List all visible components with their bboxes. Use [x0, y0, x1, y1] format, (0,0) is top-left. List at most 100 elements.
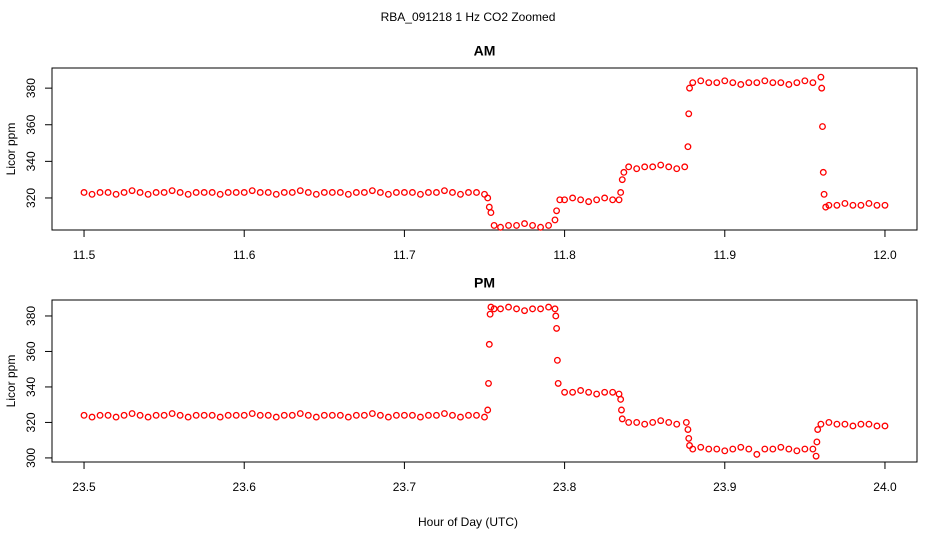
point [224, 189, 232, 196]
point [761, 445, 769, 453]
point [685, 110, 693, 118]
point [128, 187, 136, 195]
point [485, 340, 493, 348]
point [556, 196, 564, 204]
point [793, 447, 801, 455]
point [601, 194, 609, 202]
point [497, 223, 504, 231]
figure-title: RBA_091218 1 Hz CO2 Zoomed [381, 10, 556, 24]
point [449, 189, 456, 196]
x-tick-label: 12.0 [873, 248, 897, 262]
point [561, 388, 569, 396]
point [232, 189, 240, 196]
point [857, 420, 865, 428]
point [497, 305, 504, 313]
panel-title: AM [474, 43, 496, 59]
point [601, 388, 609, 396]
y-tick-label: 300 [24, 448, 38, 468]
point [529, 221, 537, 229]
point [819, 123, 826, 131]
point [521, 307, 528, 315]
point [513, 305, 520, 313]
point [160, 411, 168, 419]
point [360, 189, 368, 196]
point [785, 445, 793, 453]
y-axis-label: Licor ppm [4, 123, 18, 176]
point [809, 79, 817, 87]
x-tick-label: 23.6 [233, 480, 257, 494]
point [408, 411, 416, 419]
point [240, 411, 248, 419]
point [449, 411, 456, 419]
point [593, 196, 601, 204]
point [721, 447, 729, 455]
point [657, 417, 665, 425]
point [481, 190, 488, 198]
point [264, 189, 272, 196]
point [408, 189, 416, 196]
point [689, 79, 697, 87]
y-tick-label: 320 [24, 412, 38, 432]
y-tick-label: 380 [24, 306, 38, 326]
point [545, 303, 553, 311]
point [216, 190, 224, 198]
point [812, 452, 820, 460]
point [485, 379, 492, 387]
point [537, 305, 545, 313]
point [344, 413, 352, 421]
point [553, 324, 561, 332]
point [432, 189, 440, 196]
point [521, 220, 528, 228]
point [682, 418, 690, 426]
point [272, 413, 280, 421]
panel-title: PM [474, 275, 495, 291]
point [577, 387, 585, 394]
point [657, 161, 665, 169]
point [144, 190, 152, 198]
point [80, 189, 88, 196]
point [849, 201, 857, 209]
point [176, 189, 184, 196]
y-tick-label: 340 [24, 151, 38, 171]
point [753, 79, 761, 87]
point [104, 411, 112, 419]
point [368, 410, 376, 418]
point [296, 410, 304, 418]
point [813, 438, 821, 446]
point [296, 187, 304, 195]
point [304, 189, 312, 196]
point [208, 411, 216, 419]
point [400, 411, 408, 419]
point [881, 422, 889, 430]
point [618, 415, 626, 423]
x-tick-label: 23.8 [553, 480, 577, 494]
point [685, 434, 693, 442]
point [569, 388, 577, 396]
point [618, 406, 625, 414]
point [705, 445, 713, 453]
point [248, 410, 256, 418]
point [814, 426, 822, 433]
point [737, 81, 745, 88]
point [713, 445, 721, 453]
point [352, 189, 360, 196]
point [665, 163, 673, 171]
point [168, 410, 176, 418]
x-tick-label: 23.5 [72, 480, 96, 494]
y-tick-label: 380 [24, 78, 38, 98]
point [849, 422, 857, 430]
point [673, 165, 681, 173]
point [577, 196, 585, 204]
point [441, 187, 448, 195]
point [641, 420, 649, 428]
point [376, 411, 384, 419]
point [618, 176, 626, 184]
point [88, 413, 96, 421]
point [344, 190, 352, 198]
point [232, 411, 240, 419]
point [593, 390, 601, 398]
point [551, 216, 559, 224]
point [809, 445, 817, 453]
point [280, 411, 288, 419]
point [561, 196, 569, 204]
